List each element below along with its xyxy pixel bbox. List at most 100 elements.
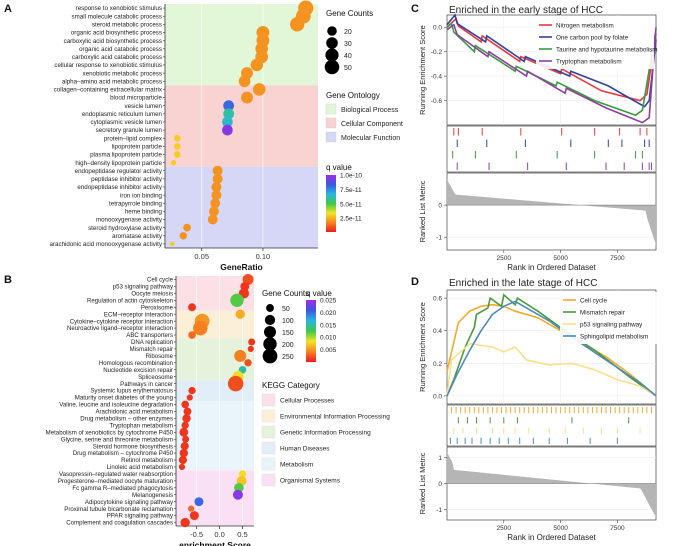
size-legend-label: 100 <box>282 318 294 325</box>
dot-high-density-lipoprotein-particle <box>170 159 177 166</box>
term-label: cellular response to xenobiotic stimulus <box>54 62 162 69</box>
panel-title: Enriched in the late stage of HCC <box>449 278 597 289</box>
term-label: Drug metabolism – other enzymes <box>80 415 173 422</box>
dot-vasopressin-regulated-water-reabsorption <box>238 470 247 478</box>
group-legend-label: Molecular Function <box>341 135 400 142</box>
term-label: Complement and coagulation cascades <box>66 520 173 527</box>
dot-tetrapyrrole-binding <box>210 198 221 209</box>
group-legend-swatch <box>325 103 337 115</box>
term-label: PPAR signaling pathway <box>107 513 174 520</box>
dot-lipoprotein-particle <box>173 142 181 150</box>
dot-maturity-onset-diabetes-of-the-young <box>186 394 193 401</box>
term-label: ECM–receptor interaction <box>104 311 173 318</box>
dot-pathways-in-cancer <box>227 375 244 392</box>
dot-cellular-response-to-xenobiotic-stimulus <box>250 58 263 72</box>
term-label: Systemic lupus erythematosus <box>90 388 173 395</box>
dot-neuroactive-ligand-receptor-interaction <box>193 320 208 336</box>
x-tick-label: 0.05 <box>194 252 209 261</box>
dot-metabolism-of-xenobiotics-by-cytochrome-p450 <box>179 427 189 437</box>
term-label: organic acid biosynthetic process <box>71 30 162 37</box>
term-label: Metabolism of xenobiotics by cytochrome … <box>46 429 174 436</box>
term-label: heme binding <box>125 209 163 216</box>
size-legend-dot <box>263 337 277 351</box>
group-legend-swatch <box>261 457 276 471</box>
term-label: steroid metabolic process <box>92 22 162 29</box>
group-legend-label: Genetic Information Processing <box>280 430 371 437</box>
color-legend-label: 7.5e-11 <box>340 187 362 194</box>
metric-frame <box>446 172 657 251</box>
x-tick-label: 2500 <box>497 525 512 532</box>
dot-steroid-metabolic-process <box>290 17 305 32</box>
dot-mismatch-repair <box>247 345 254 353</box>
dot-endopeptidase-regulator-activity <box>212 165 223 176</box>
size-legend-label: 30 <box>344 41 352 48</box>
term-label: endopeptidase inhibitor activity <box>77 184 163 191</box>
term-label: Linoleic acid metabolism <box>107 464 173 471</box>
term-label: Maturity onset diabetes of the young <box>75 395 173 402</box>
legend-bg <box>536 17 654 69</box>
dot-peptidase-inhibitor-activity <box>212 173 223 184</box>
dot-regulation-of-actin-cytoskeleton <box>230 293 244 308</box>
size-legend-label: 50 <box>344 65 352 72</box>
term-label: endopeptidase regulator activity <box>75 168 163 175</box>
dot-heme-binding <box>209 206 219 217</box>
y-tick-label: 1 <box>438 455 442 462</box>
term-label: monooxygenase activity <box>96 217 163 224</box>
term-label: Neuroactive ligand–receptor interaction <box>67 325 173 332</box>
dot-steroid-hydroxylase-activity <box>183 223 191 232</box>
term-label: Glycine, serine and threonine metabolism <box>61 436 173 443</box>
legend-label: Nitrogen metabolism <box>556 23 614 30</box>
metric-axis-label: Ranked List Metric <box>418 452 427 514</box>
legend-label: Cell cycle <box>580 298 607 305</box>
dot-arachidonic-acid-metabolism <box>183 407 192 416</box>
x-tick-label: 7500 <box>610 255 625 262</box>
ranked-metric-area <box>447 452 656 518</box>
x-tick-label: 0.10 <box>256 252 271 261</box>
dot-protein-lipid-complex <box>173 134 181 142</box>
term-label: Drug metabolism – cytochrome P450 <box>73 450 174 457</box>
es-line-one-carbon-pool-by-folate <box>446 13 657 108</box>
y-tick-label: 0 <box>438 203 442 210</box>
panel-label-c: C <box>411 3 419 15</box>
dot-proximal-tubule-bicarbonate-reclamation <box>188 505 195 512</box>
term-label: p53 signaling pathway <box>113 284 174 291</box>
dot-adipocytokine-signaling-pathway <box>194 497 204 507</box>
term-label: organic acid catabolic process <box>79 46 162 53</box>
y-tick-label: 0 <box>438 481 442 488</box>
color-legend-label: 0.015 <box>320 322 337 329</box>
x-tick-label: 5000 <box>553 255 568 262</box>
term-label: Ribosome <box>146 353 174 360</box>
es-axis-label: Running Enrichment Score <box>418 25 427 115</box>
dot-retinol-metabolism <box>178 455 187 465</box>
panel-label-b: B <box>4 274 12 286</box>
color-legend-label: 5.0e-11 <box>340 201 362 208</box>
dot-drug-metabolism-cytochrome-p450 <box>179 448 189 458</box>
term-label: Oocyte meiosis <box>131 290 173 297</box>
term-label: Progesterone–mediated oocyte maturation <box>58 478 173 485</box>
es-line-nitrogen-metabolism <box>446 17 657 102</box>
term-label: Melanogenesis <box>132 492 173 499</box>
x-axis-label: GeneRatio <box>220 262 263 272</box>
term-label: iron ion binding <box>120 192 163 199</box>
group-legend-label: Metabolism <box>280 462 313 469</box>
size-legend-dot <box>325 48 339 62</box>
term-label: vesicle lumen <box>125 103 163 110</box>
term-label: Retinol metabolism <box>121 457 173 464</box>
y-tick-label: -0.6 <box>431 98 443 105</box>
color-legend-label: 0.020 <box>320 310 337 317</box>
color-legend-title: q value <box>326 163 352 172</box>
dot-monooxygenase-activity <box>207 214 218 225</box>
legend-label: Sphingolipid metabolism <box>580 334 648 341</box>
term-label: response to xenobiotic stimulus <box>76 5 162 12</box>
term-label: secretory granule lumen <box>96 127 163 134</box>
term-label: Homologous recombination <box>99 360 173 367</box>
term-label: blood microparticle <box>110 95 162 102</box>
group-legend-swatch <box>325 131 337 143</box>
term-label: Vasopressin–regulated water reabsorption <box>59 471 173 478</box>
dot-ecm-receptor-interaction <box>235 309 245 319</box>
term-label: Valine, leucine and isoleucine degradati… <box>59 402 173 409</box>
dot-aromatase-activity <box>179 232 188 240</box>
dot-endopeptidase-inhibitor-activity <box>211 181 222 193</box>
dot-ribosome <box>234 349 247 362</box>
